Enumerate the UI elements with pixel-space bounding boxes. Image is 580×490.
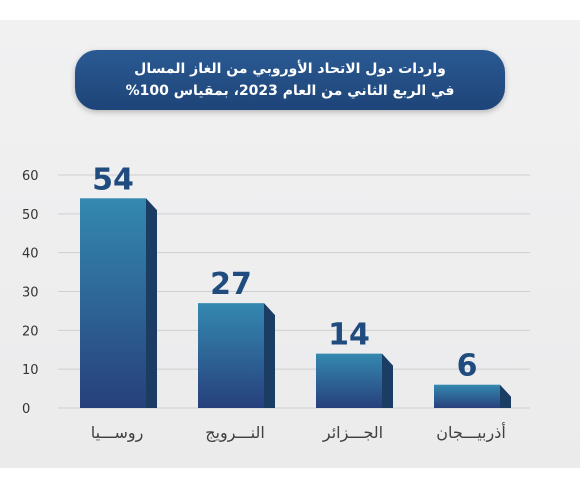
y-tick-label: 30	[22, 286, 39, 301]
chart-title-line2: في الربع الثاني من العام 2023، بمقياس 10…	[125, 83, 455, 99]
bar-value-label: 6	[457, 349, 478, 384]
y-tick-label: 40	[22, 247, 39, 262]
bar	[198, 303, 264, 408]
bar-value-label: 14	[328, 318, 370, 353]
bar-side	[264, 303, 275, 408]
y-tick-label: 10	[22, 363, 39, 378]
bar-value-label: 54	[92, 162, 134, 197]
bar-value-label: 27	[210, 267, 252, 302]
chart-title-box: واردات دول الاتحاد الأوروبي من الغاز الم…	[75, 50, 505, 110]
y-tick-label: 0	[22, 402, 30, 417]
category-label: روســـيا	[91, 423, 144, 443]
bar	[80, 198, 146, 408]
y-tick-label: 20	[22, 324, 39, 339]
category-label: أذربيـــجان	[436, 422, 506, 443]
category-label: الجـــزائر	[322, 423, 383, 443]
category-label: النـــرويج	[205, 423, 265, 443]
bar	[434, 384, 500, 408]
chart-title-line1: واردات دول الاتحاد الأوروبي من الغاز الم…	[134, 61, 446, 77]
bar	[316, 353, 382, 408]
y-tick-label: 50	[22, 208, 39, 223]
bar-side	[500, 384, 511, 408]
bar-side	[382, 353, 393, 408]
y-tick-label: 60	[22, 169, 39, 184]
bar-side	[146, 198, 157, 408]
